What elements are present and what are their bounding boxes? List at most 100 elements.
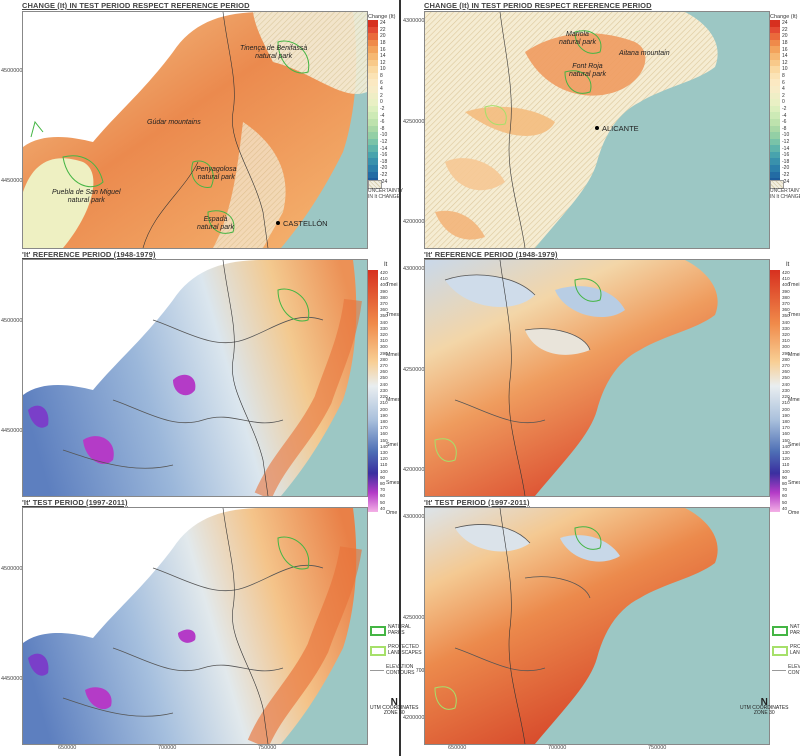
it-legend-value: 200 <box>380 406 388 412</box>
it-legend-class: Smes <box>386 480 400 486</box>
change-legend-value: 10 <box>782 66 788 73</box>
change-legend-row: 0 <box>770 99 800 106</box>
change-legend-swatch <box>770 118 780 126</box>
change-legend-value: -22 <box>380 171 388 178</box>
it-legend-class: Ome <box>386 510 398 516</box>
change-legend-row: 12 <box>770 59 800 67</box>
right-column: CHANGE (It) IN TEST PERIOD RESPECT REFER… <box>402 0 800 756</box>
it-legend-value: 410 <box>380 276 388 282</box>
right-ytick: 4250000 <box>403 119 425 125</box>
it-legend-value: 110 <box>782 462 790 468</box>
change-legend-row: -6 <box>770 118 800 126</box>
label-mariola: Mariola natural park <box>559 31 596 46</box>
it-legend-class: Smei <box>788 442 800 448</box>
natural-parks-swatch <box>370 625 386 636</box>
it-legend-value: 220 <box>380 394 388 400</box>
change-legend-swatch <box>368 79 378 86</box>
natural-parks-label: NATURAL PARKS <box>388 624 411 636</box>
change-legend-row: 4 <box>368 85 398 93</box>
change-legend-title: Change (It) <box>368 14 396 20</box>
it-legend-value: 310 <box>782 338 790 344</box>
it-legend-value: 320 <box>782 332 790 338</box>
change-legend-value: 10 <box>380 66 386 73</box>
change-legend-value: 22 <box>782 26 788 33</box>
change-legend: Change (It) 24 22 20 18 16 14 12 10 8 6 4 2 0 -2 -4 -6-… <box>368 14 398 185</box>
change-legend-row: 24 <box>770 20 800 27</box>
change-legend-value: -14 <box>380 145 388 152</box>
it-legend-value: 160 <box>782 431 790 437</box>
change-legend-value: 6 <box>380 79 383 86</box>
it-legend-value: 300 <box>380 344 388 350</box>
change-legend-value: 8 <box>380 73 383 80</box>
change-legend-row: -20 <box>770 165 800 172</box>
it-legend-value: 210 <box>782 400 790 406</box>
change-legend-swatch <box>368 132 378 139</box>
change-legend-row: -8 <box>770 125 800 133</box>
it-legend-value: 340 <box>782 319 790 325</box>
it-legend-value: 100 <box>782 468 790 474</box>
change-legend-swatch <box>368 112 378 119</box>
change-legend-row: -12 <box>368 138 398 146</box>
change-legend-swatch <box>368 46 378 53</box>
change-legend-value: -16 <box>782 152 790 159</box>
label-espada: Espadà natural park <box>197 216 234 231</box>
change-legend-value: -20 <box>782 165 790 172</box>
change-legend-swatch <box>770 72 780 80</box>
change-legend-row: -10 <box>368 132 398 139</box>
change-legend-row: 20 <box>368 33 398 40</box>
change-legend-swatch <box>368 99 378 106</box>
it-legend-class: Mmei <box>788 352 800 358</box>
contours-swatch <box>772 670 786 671</box>
it-legend-value: 190 <box>782 412 790 418</box>
change-legend-swatch <box>770 79 780 86</box>
change-legend-value: -24 <box>782 178 790 185</box>
change-legend-swatch <box>368 165 378 172</box>
change-legend-value: 20 <box>380 33 386 40</box>
right-ref-title: 'It' REFERENCE PERIOD (1948-1979) <box>424 250 558 259</box>
right-xtick: 750000 <box>648 745 667 751</box>
it-legend-value: 70 <box>782 487 788 493</box>
left-xtick: 750000 <box>258 745 277 751</box>
change-legend-row: 18 <box>770 39 800 47</box>
protected-label: PROTECTED LANDSCAPES <box>388 644 422 656</box>
change-legend-value: -8 <box>782 125 787 132</box>
change-legend-swatch <box>770 99 780 106</box>
it-legend-value: 140 <box>380 443 388 449</box>
alicante-dot <box>595 126 599 130</box>
change-legend-value: -20 <box>380 165 388 172</box>
right-xtick: 650000 <box>448 745 467 751</box>
it-legend-value: 80 <box>782 480 788 486</box>
change-legend-row: -2 <box>368 105 398 113</box>
change-legend-row: 22 <box>770 26 800 34</box>
left-ref-title: 'It' REFERENCE PERIOD (1948-1979) <box>22 250 156 259</box>
it-legend-value: 100 <box>380 468 388 474</box>
it-legend-class: Mmei <box>386 352 399 358</box>
it-legend-ramp <box>770 270 780 512</box>
it-legend-class: Smes <box>788 480 800 486</box>
change-legend-swatch <box>770 165 780 172</box>
right-change-map <box>424 11 770 249</box>
right-ytick: 4300000 <box>403 266 425 272</box>
change-legend-row: -22 <box>368 171 398 179</box>
change-legend-swatch <box>368 118 378 126</box>
change-legend-swatch <box>368 158 378 166</box>
left-change-map <box>22 11 368 249</box>
change-legend-row: 22 <box>368 26 398 34</box>
utm-label: UTM COORDINATES ZONE 30 <box>370 704 419 716</box>
it-legend-value: 170 <box>782 425 790 431</box>
it-legend-value: 40 <box>782 505 788 511</box>
it-legend-value: 400 <box>782 282 790 288</box>
change-legend-value: 16 <box>782 46 788 53</box>
it-legend-value: 370 <box>782 301 790 307</box>
change-legend-row: 24 <box>368 20 398 27</box>
change-legend-title: Change (It) <box>770 14 798 20</box>
it-legend-value: 360 <box>782 307 790 313</box>
right-ytick: 4200000 <box>403 715 425 721</box>
change-legend-row: -8 <box>368 125 398 133</box>
change-legend-value: -18 <box>380 158 388 165</box>
change-legend-swatch <box>368 105 378 113</box>
it-legend-value: 360 <box>380 307 388 313</box>
change-legend: Change (It) 24 22 20 18 16 14 12 10 8 6 4 2 0 -2 -4 -6-… <box>770 14 800 185</box>
left-test-map <box>22 507 368 745</box>
change-legend-swatch <box>770 20 780 27</box>
